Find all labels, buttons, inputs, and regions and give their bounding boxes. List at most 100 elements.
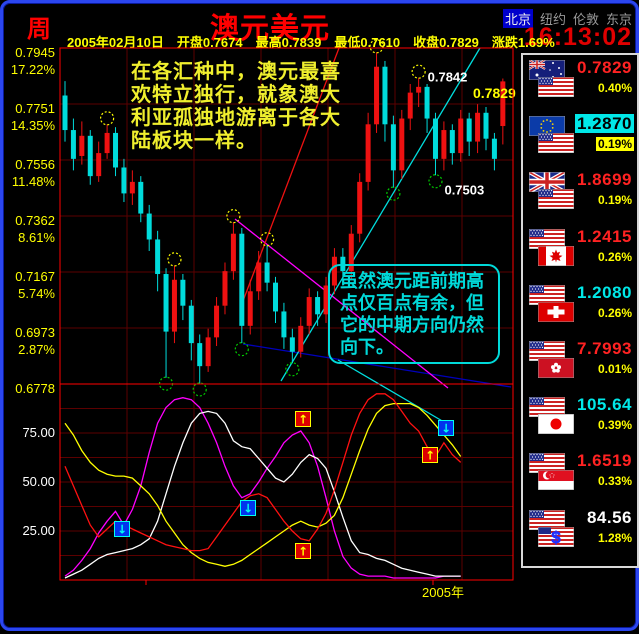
quote-change-pct: 0.26% bbox=[597, 249, 632, 264]
svg-text:50.00: 50.00 bbox=[22, 474, 55, 489]
sell-signal-down-arrow-icon bbox=[438, 420, 454, 436]
svg-text:$: $ bbox=[551, 528, 561, 547]
svg-text:0.7751: 0.7751 bbox=[15, 101, 55, 116]
note-line: 欢特立独行，就象澳大 bbox=[131, 84, 341, 106]
candles-group bbox=[62, 52, 506, 384]
flag-us-dollar-index-icon: $ bbox=[538, 526, 574, 547]
quote-value: 84.56 bbox=[586, 507, 632, 527]
svg-text:0.7842: 0.7842 bbox=[428, 70, 468, 85]
city-tabs: 北京 纽约 伦敦 东京 bbox=[502, 9, 632, 28]
currency-row-usd-sgd[interactable]: 1.6519 0.33% bbox=[523, 448, 637, 504]
currency-row-aud-usd[interactable]: 0.7829 0.40% bbox=[523, 55, 637, 111]
city-tab-纽约[interactable]: 纽约 bbox=[539, 12, 566, 27]
flag-pair bbox=[529, 116, 577, 158]
flag-japan-icon bbox=[538, 414, 574, 435]
note-line: 陆板块一样。 bbox=[131, 130, 257, 152]
svg-text:14.35%: 14.35% bbox=[11, 118, 56, 133]
flag-pair bbox=[529, 453, 577, 495]
buy-signal-up-arrow-icon bbox=[295, 543, 311, 559]
currency-row-usd-index[interactable]: $84.56 1.28% bbox=[523, 505, 637, 561]
svg-text:↑: ↑ bbox=[298, 545, 308, 559]
quote-values: 1.8699 0.19% bbox=[575, 170, 634, 207]
flag-australia-icon bbox=[529, 60, 565, 80]
quote-values: 1.6519 0.33% bbox=[575, 451, 634, 488]
svg-text:0.7167: 0.7167 bbox=[15, 269, 55, 284]
panel-borders bbox=[59, 47, 514, 585]
quote-values: 84.56 1.28% bbox=[585, 508, 634, 545]
currency-row-eur-usd[interactable]: 1.2870 0.19% bbox=[523, 111, 637, 167]
currency-row-usd-chf[interactable]: 1.2080 0.26% bbox=[523, 280, 637, 336]
x-axis-year-label: 2005年 bbox=[422, 585, 464, 600]
quote-change-pct: 1.28% bbox=[597, 530, 632, 545]
svg-text:11.48%: 11.48% bbox=[12, 174, 56, 189]
price-axis-labels: 0.7945 17.22% 0.7751 14.35% 0.7556 11.48% 0.73… bbox=[11, 45, 464, 600]
note-line: 在各汇种中，澳元最喜 bbox=[131, 61, 341, 83]
sell-signal-down-arrow-icon bbox=[114, 521, 130, 537]
svg-text:0.7503: 0.7503 bbox=[444, 182, 484, 197]
chart-canvas[interactable]: 0.7842 0.7503 0.7829 ↑ ↑ ↑ ↓ ↓ ↓ 0.7945 17.22% 0.77… bbox=[3, 3, 639, 634]
currency-row-usd-hkd[interactable]: 7.7993 0.01% bbox=[523, 336, 637, 392]
oscillator-lines bbox=[64, 393, 462, 579]
quote-change-pct: 0.19% bbox=[595, 137, 634, 152]
note-line: 利亚孤独地游离于各大 bbox=[131, 107, 341, 129]
flag-canada-icon bbox=[538, 245, 574, 266]
svg-text:25.00: 25.00 bbox=[22, 523, 55, 538]
flag-european-union-icon bbox=[529, 116, 565, 137]
note-line: 点仅百点有余，但 bbox=[340, 293, 484, 313]
svg-text:0.7945: 0.7945 bbox=[15, 45, 55, 60]
svg-text:0.6973: 0.6973 bbox=[15, 325, 55, 340]
currency-quote-sidebar: 0.7829 0.40% 1.2870 0.19% 1.8699 0.19% 1.2415 0… bbox=[521, 53, 639, 568]
quote-change-pct: 0.19% bbox=[597, 193, 632, 208]
quote-value: 1.2415 bbox=[577, 226, 632, 246]
sell-signal-down-arrow-icon bbox=[240, 500, 256, 516]
flag-hong-kong-icon bbox=[538, 357, 574, 378]
quote-values: 1.2415 0.26% bbox=[575, 227, 634, 264]
note-line: 向下。 bbox=[340, 337, 394, 357]
currency-row-usd-jpy[interactable]: 105.64 0.39% bbox=[523, 392, 637, 448]
svg-text:↓: ↓ bbox=[117, 523, 127, 537]
city-tab-东京[interactable]: 东京 bbox=[605, 12, 632, 27]
buy-signal-up-arrow-icon bbox=[422, 447, 438, 463]
info-close: 收盘0.7829 bbox=[413, 35, 479, 50]
ohlc-info-bar: 2005年02月10日 开盘0.7674 最高0.7839 最低0.7610 收… bbox=[67, 32, 555, 51]
currency-row-gbp-usd[interactable]: 1.8699 0.19% bbox=[523, 167, 637, 223]
quote-values: 105.64 0.39% bbox=[575, 395, 634, 432]
flag-pair bbox=[529, 172, 577, 214]
info-date: 2005年02月10日 bbox=[67, 35, 164, 50]
quote-change-pct: 0.33% bbox=[597, 474, 632, 489]
svg-text:2.87%: 2.87% bbox=[18, 342, 55, 357]
svg-text:0.7556: 0.7556 bbox=[15, 157, 55, 172]
flag-pair bbox=[529, 60, 577, 102]
flag-usa-icon bbox=[538, 77, 574, 97]
quote-value: 1.2080 bbox=[577, 282, 632, 302]
quote-change-pct: 0.40% bbox=[597, 81, 632, 95]
currency-row-usd-cad[interactable]: 1.2415 0.26% bbox=[523, 224, 637, 280]
period-tab-week[interactable]: 周 bbox=[27, 16, 51, 43]
city-tab-北京[interactable]: 北京 bbox=[502, 9, 533, 28]
flag-usa-icon bbox=[538, 133, 574, 154]
svg-text:↑: ↑ bbox=[298, 413, 308, 427]
svg-text:5.74%: 5.74% bbox=[18, 286, 55, 301]
flag-pair bbox=[529, 340, 577, 383]
svg-text:↑: ↑ bbox=[425, 449, 435, 463]
svg-text:75.00: 75.00 bbox=[22, 425, 55, 440]
quote-values: 0.7829 0.40% bbox=[575, 58, 634, 95]
flag-pair: $ bbox=[529, 509, 577, 552]
oscillator-line-white bbox=[64, 410, 461, 579]
quote-value: 1.2870 bbox=[575, 114, 634, 134]
note-line: 它的中期方向仍然 bbox=[340, 315, 484, 335]
flag-switzerland-icon bbox=[538, 301, 574, 322]
quote-change-pct: 0.26% bbox=[597, 305, 632, 320]
swing-marker-circles: 0.7842 0.7503 0.7829 bbox=[99, 39, 516, 397]
info-open: 开盘0.7674 bbox=[176, 35, 243, 50]
svg-text:17.22%: 17.22% bbox=[11, 62, 56, 77]
page-title: 澳元美元 bbox=[210, 13, 331, 45]
quote-values: 7.7993 0.01% bbox=[575, 339, 634, 376]
svg-text:0.6778: 0.6778 bbox=[15, 381, 55, 396]
oscillator-line-yellow bbox=[64, 402, 462, 567]
quote-value: 1.6519 bbox=[577, 451, 632, 471]
city-tab-伦敦[interactable]: 伦敦 bbox=[572, 12, 599, 27]
quote-change-pct: 0.01% bbox=[597, 361, 632, 376]
oscillator-line-red bbox=[64, 393, 462, 552]
flag-usa-icon bbox=[538, 189, 574, 210]
